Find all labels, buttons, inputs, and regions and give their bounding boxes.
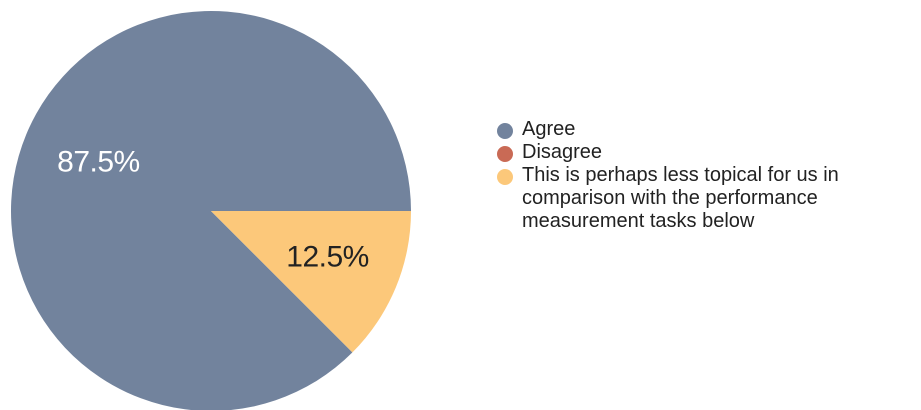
- pie-slice-this: [211, 211, 411, 353]
- legend-label-less-topical: This is perhaps less topical for us in c…: [522, 164, 839, 232]
- legend-swatch-less-topical: [497, 169, 513, 185]
- legend-swatch-disagree: [497, 146, 513, 162]
- legend-item-agree: Agree: [497, 118, 917, 141]
- slice-label-this: 12.5%: [286, 240, 369, 273]
- slice-label-agree: 87.5%: [57, 145, 140, 178]
- legend-label-agree: Agree: [522, 118, 576, 140]
- legend-label-disagree: Disagree: [522, 141, 603, 163]
- chart-legend: Agree Disagree This is perhaps less topi…: [497, 118, 917, 233]
- pie-slice-agree: [11, 11, 411, 410]
- pie-chart: 87.5% 12.5%: [11, 11, 411, 410]
- legend-item-less-topical: This is perhaps less topical for us in c…: [497, 164, 917, 233]
- legend-item-disagree: Disagree: [497, 141, 917, 164]
- legend-swatch-agree: [497, 123, 513, 139]
